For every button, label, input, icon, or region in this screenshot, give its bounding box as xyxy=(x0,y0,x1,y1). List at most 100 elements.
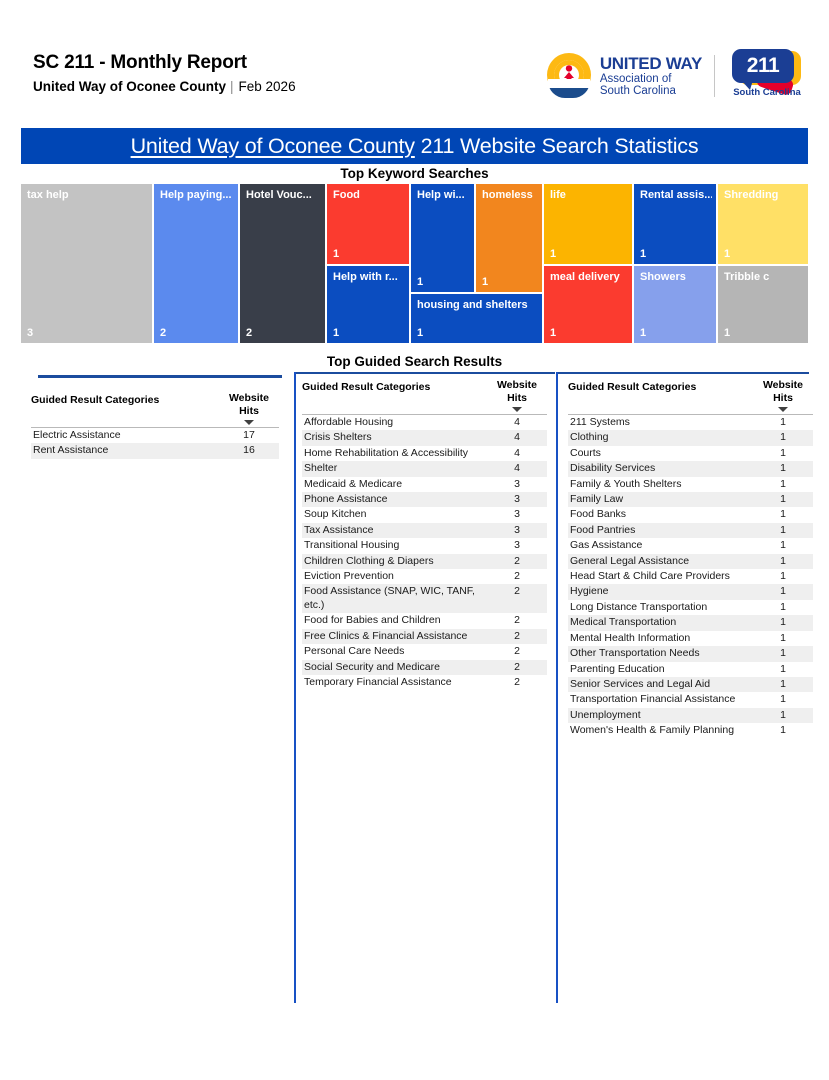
table1-header-rule xyxy=(31,427,279,428)
table-row[interactable]: Transportation Financial Assistance 1 xyxy=(568,692,813,707)
table-cell-hits: 1 xyxy=(780,647,786,660)
treemap-tile[interactable]: Tribble c 1 xyxy=(718,266,808,343)
table-row[interactable]: Social Security and Medicare 2 xyxy=(302,659,547,675)
table-row[interactable]: Head Start & Child Care Providers 1 xyxy=(568,569,813,584)
table-cell-hits: 3 xyxy=(514,477,520,490)
table-row[interactable]: Transitional Housing 3 xyxy=(302,538,547,553)
table-cell-category: Transportation Financial Assistance xyxy=(570,693,736,706)
table-cell-category: Affordable Housing xyxy=(304,416,394,428)
table1-col-hits[interactable]: Website Hits xyxy=(219,392,279,425)
table-row[interactable]: Rent Assistance 16 xyxy=(31,443,279,459)
table2-body: Affordable Housing 4 Crisis Shelters 4 Home … xyxy=(302,415,547,690)
table-cell-category: Eviction Prevention xyxy=(304,570,394,583)
treemap-tile-label: tax help xyxy=(27,189,69,201)
table-row[interactable]: Eviction Prevention 2 xyxy=(302,569,547,584)
table-row[interactable]: Family Law 1 xyxy=(568,492,813,508)
table-row[interactable]: Other Transportation Needs 1 xyxy=(568,646,813,662)
table-row[interactable]: Soup Kitchen 3 xyxy=(302,507,547,522)
table-row[interactable]: 211 Systems 1 xyxy=(568,415,813,430)
table-row[interactable]: Children Clothing & Diapers 2 xyxy=(302,553,547,570)
treemap-tile-value: 1 xyxy=(724,327,731,339)
treemap-tile[interactable]: homeless 1 xyxy=(476,184,542,292)
report-subtitle: United Way of Oconee County | Feb 2026 xyxy=(33,78,296,96)
table-row[interactable]: Food Banks 1 xyxy=(568,507,813,522)
organization-name: United Way of Oconee County xyxy=(33,79,227,94)
table-cell-category: 211 Systems xyxy=(570,416,630,428)
table-row[interactable]: Personal Care Needs 2 xyxy=(302,644,547,659)
table2-left-divider xyxy=(294,372,296,1003)
table-cell-category: Parenting Education xyxy=(570,662,665,675)
table-row[interactable]: Medical Transportation 1 xyxy=(568,615,813,631)
table-cell-category: Food Banks xyxy=(570,508,627,521)
table-row[interactable]: Food Pantries 1 xyxy=(568,522,813,539)
table-row[interactable]: Home Rehabilitation & Accessibility 4 xyxy=(302,446,547,461)
table3-col-category[interactable]: Guided Result Categories xyxy=(568,381,697,393)
table-row[interactable]: Parenting Education 1 xyxy=(568,662,813,677)
table-row[interactable]: Electric Assistance 17 xyxy=(31,428,279,443)
treemap-tile[interactable]: Food 1 xyxy=(327,184,409,264)
logo-group: UNITED WAY Association of South Carolina… xyxy=(545,48,807,104)
table-row[interactable]: Tax Assistance 3 xyxy=(302,522,547,539)
table3-header-rule xyxy=(568,414,813,415)
table2-header-rule xyxy=(302,414,547,415)
table-cell-hits: 1 xyxy=(780,585,786,598)
treemap-tile[interactable]: Shredding 1 xyxy=(718,184,808,264)
table-row[interactable]: Unemployment 1 xyxy=(568,707,813,724)
treemap-tile[interactable]: Rental assis... 1 xyxy=(634,184,716,264)
treemap-tile[interactable]: housing and shelters 1 xyxy=(411,294,542,343)
table-row[interactable]: Mental Health Information 1 xyxy=(568,631,813,646)
treemap-tile[interactable]: Help wi... 1 xyxy=(411,184,474,292)
table-row[interactable]: Gas Assistance 1 xyxy=(568,538,813,553)
treemap-tile-value: 2 xyxy=(160,327,167,339)
table-row[interactable]: Food for Babies and Children 2 xyxy=(302,613,547,628)
table-row[interactable]: Clothing 1 xyxy=(568,430,813,446)
treemap-tile-label: Help with r... xyxy=(333,271,398,283)
table-row[interactable]: Courts 1 xyxy=(568,446,813,461)
treemap-tile[interactable]: meal delivery 1 xyxy=(544,266,632,343)
treemap-tile[interactable]: Hotel Vouc... 2 xyxy=(240,184,325,343)
table-cell-hits: 1 xyxy=(780,708,786,721)
two-one-one-number: 211 xyxy=(746,54,780,77)
table-row[interactable]: Long Distance Transportation 1 xyxy=(568,600,813,615)
table2-col-hits-line2: Hits xyxy=(507,392,527,404)
table-row[interactable]: Hygiene 1 xyxy=(568,584,813,600)
table-cell-hits: 2 xyxy=(514,614,520,627)
treemap-tile-label: Help wi... xyxy=(417,189,465,201)
table1-col-category[interactable]: Guided Result Categories xyxy=(31,394,160,406)
treemap-tile-value: 1 xyxy=(417,327,424,339)
table-cell-category: Courts xyxy=(570,446,601,459)
table-cell-category: Women's Health & Family Planning xyxy=(570,724,735,737)
table-row[interactable]: Free Clinics & Financial Assistance 2 xyxy=(302,628,547,645)
table3-col-hits[interactable]: Website Hits xyxy=(753,379,813,412)
treemap-tile-label: Food xyxy=(333,189,360,201)
table-row[interactable]: Temporary Financial Assistance 2 xyxy=(302,675,547,690)
table-row[interactable]: Family & Youth Shelters 1 xyxy=(568,477,813,492)
table-row[interactable]: Medicaid & Medicare 3 xyxy=(302,477,547,492)
treemap-tile[interactable]: Help with r... 1 xyxy=(327,266,409,343)
table2-col-hits[interactable]: Website Hits xyxy=(487,379,547,412)
table-row[interactable]: Affordable Housing 4 xyxy=(302,415,547,430)
treemap-tile[interactable]: tax help 3 xyxy=(21,184,152,343)
table-cell-hits: 1 xyxy=(780,677,786,690)
sort-descending-icon[interactable] xyxy=(244,420,254,425)
treemap-tile-value: 2 xyxy=(246,327,253,339)
sort-descending-icon[interactable] xyxy=(512,407,522,412)
table-row[interactable]: Crisis Shelters 4 xyxy=(302,430,547,446)
banner-title-underlined: United Way of Oconee County xyxy=(130,133,415,158)
treemap-tile-value: 1 xyxy=(333,327,340,339)
table2-col-category[interactable]: Guided Result Categories xyxy=(302,381,431,393)
table-row[interactable]: Shelter 4 xyxy=(302,461,547,477)
treemap-tile[interactable]: life 1 xyxy=(544,184,632,264)
table-row[interactable]: Phone Assistance 3 xyxy=(302,492,547,508)
table1-body: Electric Assistance 17 Rent Assistance 16 xyxy=(31,428,279,459)
treemap-tile[interactable]: Help paying... 2 xyxy=(154,184,238,343)
table-row[interactable]: Senior Services and Legal Aid 1 xyxy=(568,676,813,693)
table-row[interactable]: Women's Health & Family Planning 1 xyxy=(568,723,813,738)
treemap-tile[interactable]: Showers 1 xyxy=(634,266,716,343)
table-row[interactable]: Disability Services 1 xyxy=(568,461,813,477)
table-cell-category: Transitional Housing xyxy=(304,539,400,552)
sort-descending-icon[interactable] xyxy=(778,407,788,412)
table-row[interactable]: General Legal Assistance 1 xyxy=(568,553,813,570)
table-row[interactable]: Food Assistance (SNAP, WIC, TANF, etc.) 2 xyxy=(302,584,547,614)
